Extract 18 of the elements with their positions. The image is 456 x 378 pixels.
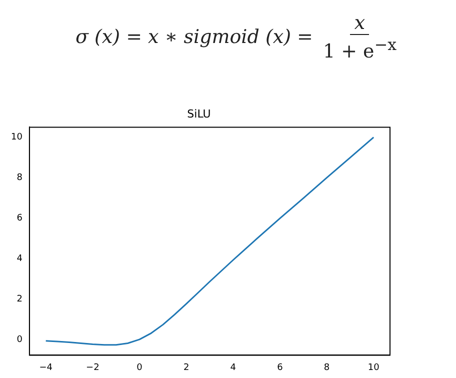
y-tick-label: 4: [16, 254, 23, 264]
y-tick-label: 8: [16, 173, 23, 184]
x-tick-label: 6: [277, 362, 284, 373]
x-tick-label: 8: [324, 362, 330, 373]
y-tick-label: 2: [16, 294, 22, 304]
chart-title: SiLU: [187, 107, 211, 120]
text: 1 + e$^{−x}$: [322, 35, 398, 62]
text: x: [350, 12, 370, 35]
y-tick-label: 10: [11, 132, 23, 143]
y-tick-label: 0: [16, 334, 23, 345]
y-tick-label: 6: [16, 214, 23, 224]
text: σ (x) = x ∗ sigmoid (x) =: [75, 26, 313, 48]
x-tick-label: 0: [136, 362, 143, 373]
x-tick-label: −4: [39, 362, 53, 373]
x-tick-label: 4: [230, 362, 236, 373]
x-tick-label: 2: [183, 362, 190, 373]
x-tick-label: −2: [86, 362, 100, 373]
x-tick-label: 10: [368, 362, 380, 373]
